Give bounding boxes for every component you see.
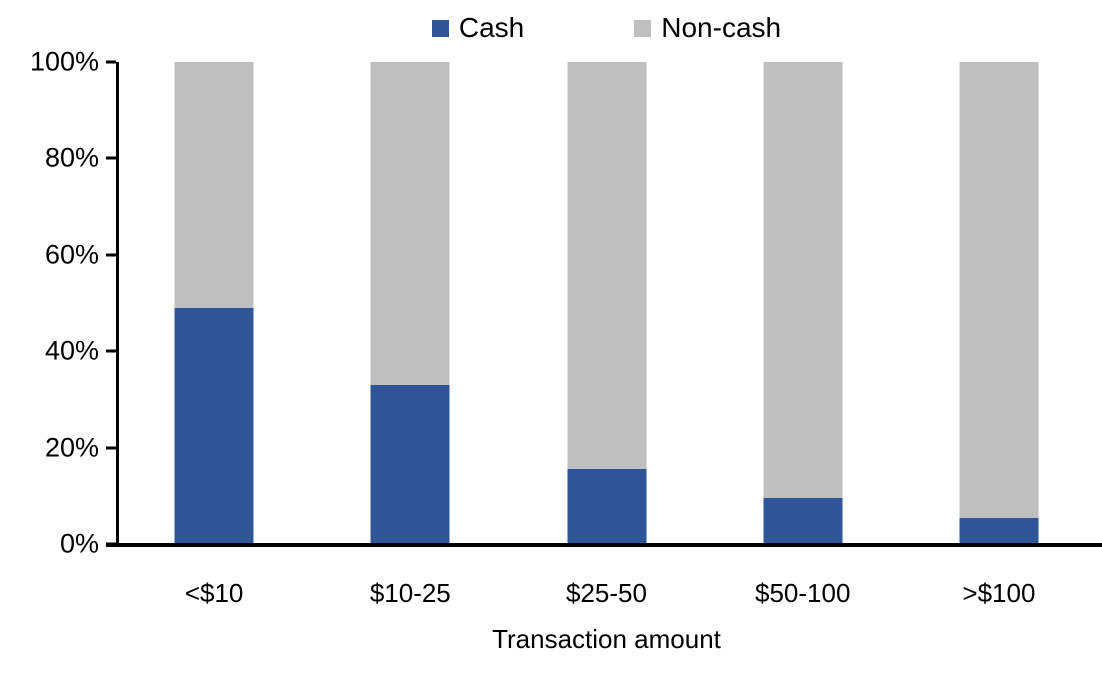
bar-segment-cash	[763, 498, 843, 544]
bar-slot	[508, 62, 704, 544]
y-tick-label: 60%	[44, 239, 99, 270]
bar-segment-non-cash	[370, 62, 450, 385]
y-tick	[106, 446, 116, 450]
x-axis-line	[106, 543, 1102, 547]
x-tick-label: $50-100	[755, 578, 851, 608]
y-tick-label: 40%	[44, 335, 99, 366]
stacked-bar	[174, 62, 254, 544]
plot-area: 0% 20% 40% 60% 80% 100%	[30, 48, 1102, 557]
y-tick	[106, 253, 116, 257]
bars-container	[116, 62, 1097, 544]
stacked-bar	[763, 62, 843, 544]
y-tick-label: 100%	[29, 46, 99, 77]
bar-slot	[116, 62, 312, 544]
x-tick-label: $10-25	[369, 578, 451, 608]
y-tick-label: 80%	[44, 142, 99, 173]
bar-slot	[705, 62, 901, 544]
bar-segment-non-cash	[567, 62, 646, 470]
bar-slot	[901, 62, 1097, 544]
bar-segment-non-cash	[174, 62, 254, 308]
bar-segment-cash	[174, 307, 254, 544]
stacked-bar	[959, 62, 1039, 544]
bar-slot	[312, 62, 508, 544]
legend-item-cash: Cash	[431, 12, 525, 44]
y-axis-line	[116, 62, 119, 547]
x-tick-label: $25-50	[566, 578, 647, 608]
y-tick-label: 0%	[59, 528, 99, 559]
legend-item-non-cash: Non-cash	[634, 12, 781, 44]
y-tick	[106, 156, 116, 160]
bar-segment-cash	[370, 384, 450, 544]
x-tick-label: >$100	[962, 578, 1036, 608]
bar-segment-cash	[959, 517, 1039, 544]
y-tick	[106, 60, 116, 64]
stacked-bar	[370, 62, 450, 544]
legend-swatch-cash	[431, 19, 449, 37]
bar-segment-non-cash	[959, 62, 1039, 518]
x-axis-title: Transaction amount	[492, 624, 721, 654]
x-axis-labels: <$10 $10-25 $25-50 $50-100 >$100	[116, 578, 1097, 608]
y-tick	[106, 349, 116, 353]
bar-segment-non-cash	[763, 62, 843, 499]
y-tick-label: 20%	[44, 432, 99, 463]
x-tick-label: <$10	[184, 578, 244, 608]
legend-swatch-non-cash	[634, 19, 652, 37]
legend-label-cash: Cash	[458, 12, 525, 43]
bar-segment-cash	[567, 469, 646, 544]
stacked-bar	[567, 62, 646, 544]
legend: Cash Non-cash	[116, 12, 1097, 44]
legend-label-non-cash: Non-cash	[661, 12, 782, 43]
